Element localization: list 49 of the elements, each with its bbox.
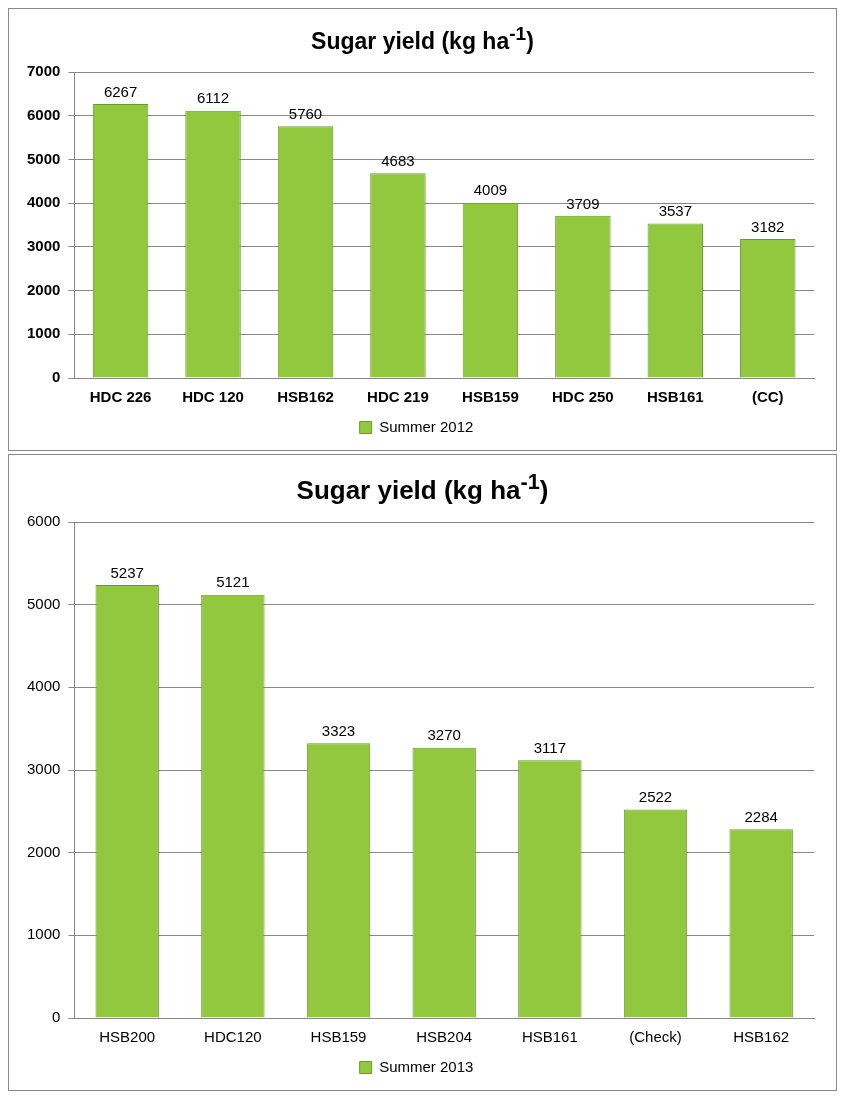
- x-tick-label: HDC 120: [182, 387, 244, 405]
- data-label: 3270: [427, 726, 461, 744]
- x-tick-label: (Check): [629, 1028, 682, 1046]
- y-tick-label: 4000: [26, 192, 61, 210]
- data-label: 4009: [473, 181, 508, 199]
- x-tick-label: HDC 250: [552, 387, 614, 405]
- y-tick-label: 3000: [26, 760, 61, 778]
- chart-title: Sugar yield (kg ha$^{-1}$): [310, 22, 535, 55]
- y-tick-label: 0: [52, 367, 61, 385]
- x-tick-label: HDC 226: [89, 387, 152, 405]
- data-label: 2284: [744, 808, 778, 826]
- data-label: 6267: [103, 82, 138, 100]
- data-label: 2522: [638, 788, 673, 806]
- y-tick-label: 4000: [26, 677, 61, 695]
- x-tick-label: HSB161: [521, 1028, 578, 1046]
- legend-label: Summer 2013: [379, 1057, 474, 1075]
- y-tick-label: 3000: [26, 236, 61, 254]
- y-tick-label: 2000: [26, 280, 61, 298]
- legend-label: Summer 2012: [379, 417, 474, 435]
- data-label: 3709: [566, 194, 600, 212]
- y-tick-label: 0: [52, 1008, 61, 1026]
- x-tick-label: (CC): [751, 387, 784, 405]
- x-tick-label: HSB159: [310, 1028, 367, 1046]
- chart-title: Sugar yield (kg ha$^{-1}$): [295, 467, 550, 506]
- data-label: 5121: [216, 573, 250, 591]
- x-tick-label: HSB161: [646, 387, 704, 405]
- x-tick-label: HSB159: [462, 387, 519, 405]
- x-tick-label: HDC120: [204, 1028, 262, 1046]
- x-tick-label: HSB204: [416, 1028, 473, 1046]
- x-tick-label: HSB162: [277, 387, 334, 405]
- y-tick-label: 5000: [26, 595, 61, 613]
- data-label: 4683: [381, 151, 415, 169]
- y-tick-label: 6000: [26, 512, 61, 530]
- x-tick-label: HDC 219: [367, 387, 429, 405]
- y-tick-label: 2000: [26, 843, 61, 861]
- data-label: 3323: [321, 722, 356, 740]
- y-tick-label: 5000: [26, 149, 61, 167]
- x-tick-label: HSB162: [733, 1028, 790, 1046]
- data-label: 6112: [196, 89, 230, 107]
- y-tick-label: 1000: [26, 925, 61, 943]
- data-label: 3117: [533, 739, 566, 757]
- y-tick-label: 7000: [26, 61, 61, 79]
- data-label: 3537: [658, 201, 693, 219]
- data-label: 3182: [751, 217, 785, 235]
- data-label: 5237: [110, 564, 144, 582]
- y-tick-label: 1000: [26, 324, 61, 342]
- data-label: 5760: [288, 104, 323, 122]
- y-tick-label: 6000: [26, 105, 61, 123]
- x-tick-label: HSB200: [99, 1028, 156, 1046]
